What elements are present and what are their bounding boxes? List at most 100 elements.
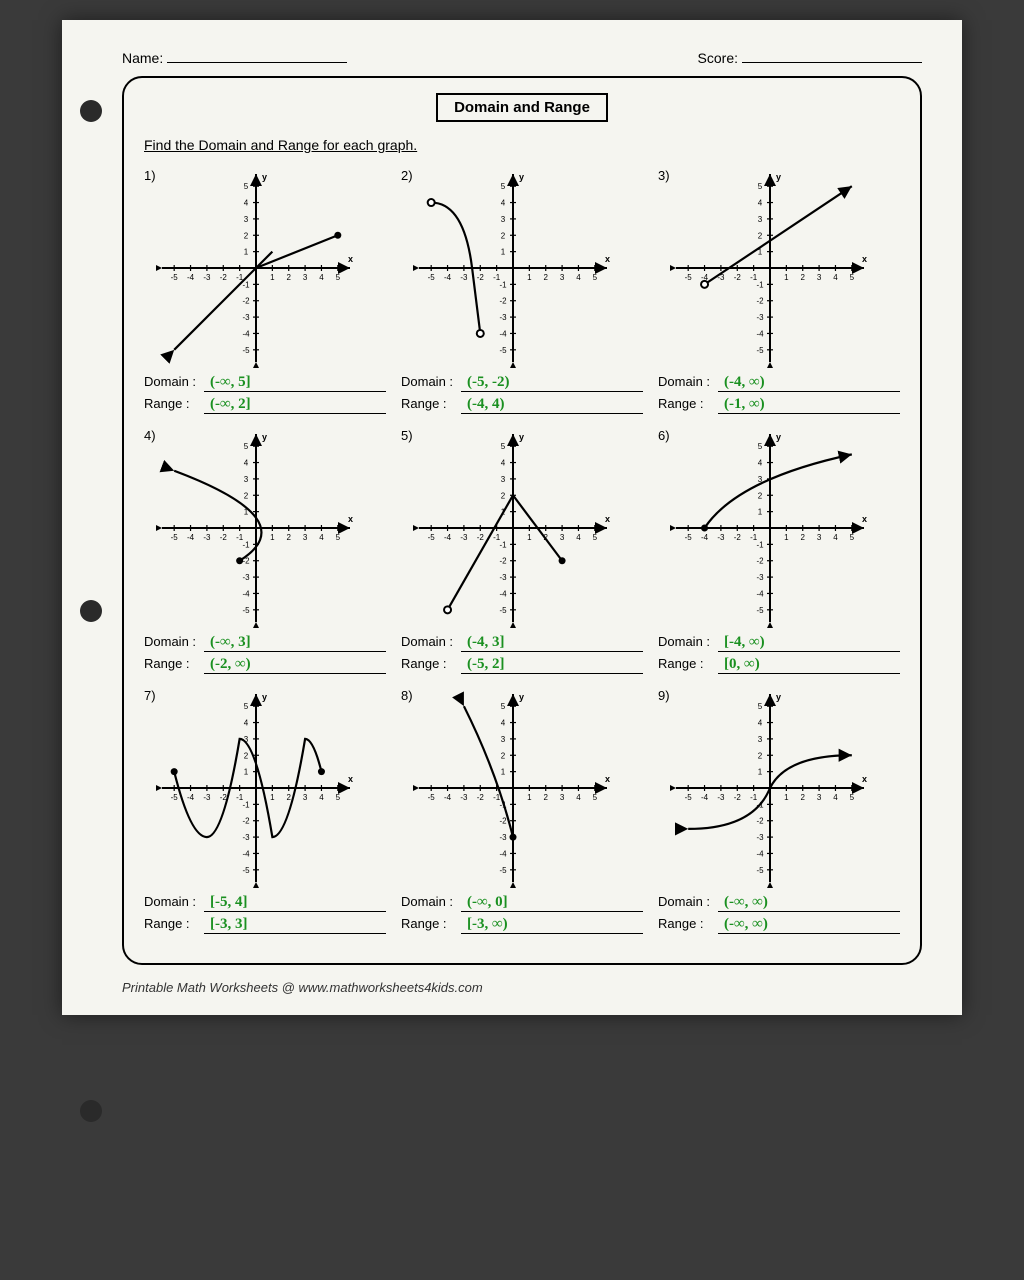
svg-text:-5: -5 bbox=[170, 533, 178, 542]
svg-text:3: 3 bbox=[243, 215, 248, 224]
range-label: Range : bbox=[401, 656, 461, 671]
domain-label: Domain : bbox=[401, 634, 461, 649]
svg-text:1: 1 bbox=[270, 793, 275, 802]
svg-text:3: 3 bbox=[500, 475, 505, 484]
svg-text:4: 4 bbox=[576, 273, 581, 282]
svg-text:5: 5 bbox=[243, 442, 248, 451]
svg-text:2: 2 bbox=[243, 751, 248, 760]
range-label: Range : bbox=[658, 916, 718, 931]
svg-text:1: 1 bbox=[243, 768, 248, 777]
range-label: Range : bbox=[144, 396, 204, 411]
svg-text:4: 4 bbox=[833, 533, 838, 542]
range-label: Range : bbox=[658, 396, 718, 411]
svg-text:-5: -5 bbox=[684, 273, 692, 282]
svg-text:5: 5 bbox=[849, 273, 854, 282]
svg-text:5: 5 bbox=[335, 793, 340, 802]
problem-number: 8) bbox=[401, 688, 413, 703]
svg-text:-4: -4 bbox=[187, 533, 195, 542]
problem-3: 3) -5-5-4-4-3-3-2-2-1-11122334455xy Doma… bbox=[658, 168, 900, 418]
main-box: Domain and Range Find the Domain and Ran… bbox=[122, 76, 922, 965]
domain-answer: [-5, 4] bbox=[204, 894, 386, 912]
svg-text:1: 1 bbox=[784, 273, 789, 282]
svg-text:-2: -2 bbox=[499, 817, 507, 826]
svg-text:5: 5 bbox=[757, 702, 762, 711]
svg-text:-3: -3 bbox=[756, 833, 764, 842]
svg-text:-1: -1 bbox=[756, 540, 764, 549]
svg-text:-1: -1 bbox=[756, 280, 764, 289]
svg-text:3: 3 bbox=[757, 735, 762, 744]
domain-label: Domain : bbox=[658, 894, 718, 909]
svg-text:5: 5 bbox=[335, 533, 340, 542]
svg-text:-2: -2 bbox=[242, 297, 250, 306]
svg-text:-4: -4 bbox=[242, 589, 250, 598]
domain-label: Domain : bbox=[658, 374, 718, 389]
problem-6: 6) -5-5-4-4-3-3-2-2-1-11122334455xy Doma… bbox=[658, 428, 900, 678]
svg-text:-5: -5 bbox=[684, 793, 692, 802]
svg-text:2: 2 bbox=[543, 273, 548, 282]
svg-text:-3: -3 bbox=[460, 793, 468, 802]
name-label: Name: bbox=[122, 50, 163, 66]
problem-8: 8) -5-5-4-4-3-3-2-2-1-11122334455xy Doma… bbox=[401, 688, 643, 938]
svg-text:-4: -4 bbox=[499, 329, 507, 338]
svg-text:x: x bbox=[862, 774, 867, 784]
coordinate-graph: -5-5-4-4-3-3-2-2-1-11122334455xy bbox=[670, 168, 870, 368]
svg-text:5: 5 bbox=[243, 182, 248, 191]
svg-text:-2: -2 bbox=[756, 557, 764, 566]
range-answer: (-1, ∞) bbox=[718, 396, 900, 414]
svg-text:3: 3 bbox=[816, 793, 821, 802]
domain-answer: (-4, 3] bbox=[461, 634, 643, 652]
svg-text:5: 5 bbox=[757, 182, 762, 191]
svg-text:y: y bbox=[262, 692, 267, 702]
svg-text:4: 4 bbox=[757, 199, 762, 208]
svg-text:-5: -5 bbox=[242, 346, 250, 355]
svg-text:y: y bbox=[519, 432, 524, 442]
svg-text:3: 3 bbox=[500, 735, 505, 744]
problem-5: 5) -5-5-4-4-3-3-2-2-1-11122334455xy Doma… bbox=[401, 428, 643, 678]
svg-text:-3: -3 bbox=[242, 573, 250, 582]
coordinate-graph: -5-5-4-4-3-3-2-2-1-11122334455xy bbox=[413, 688, 613, 888]
svg-text:-1: -1 bbox=[499, 540, 507, 549]
problem-number: 9) bbox=[658, 688, 670, 703]
problem-7: 7) -5-5-4-4-3-3-2-2-1-11122334455xy Doma… bbox=[144, 688, 386, 938]
range-answer: [-3, 3] bbox=[204, 916, 386, 934]
range-label: Range : bbox=[144, 916, 204, 931]
svg-text:1: 1 bbox=[527, 533, 532, 542]
svg-text:3: 3 bbox=[816, 273, 821, 282]
problem-number: 1) bbox=[144, 168, 156, 183]
coordinate-graph: -5-5-4-4-3-3-2-2-1-11122334455xy bbox=[413, 428, 613, 628]
svg-text:5: 5 bbox=[592, 273, 597, 282]
svg-text:-4: -4 bbox=[444, 533, 452, 542]
domain-answer: [-4, ∞) bbox=[718, 634, 900, 652]
svg-text:x: x bbox=[605, 254, 610, 264]
problem-number: 6) bbox=[658, 428, 670, 443]
domain-answer: (-∞, 0] bbox=[461, 894, 643, 912]
svg-text:-3: -3 bbox=[242, 313, 250, 322]
svg-text:5: 5 bbox=[500, 702, 505, 711]
svg-text:-2: -2 bbox=[219, 273, 227, 282]
svg-text:-2: -2 bbox=[499, 557, 507, 566]
svg-text:-3: -3 bbox=[203, 273, 211, 282]
punch-hole-icon bbox=[80, 1100, 102, 1122]
svg-text:-2: -2 bbox=[756, 817, 764, 826]
svg-text:-3: -3 bbox=[499, 313, 507, 322]
range-answer: [-3, ∞) bbox=[461, 916, 643, 934]
svg-text:1: 1 bbox=[757, 508, 762, 517]
svg-text:-2: -2 bbox=[476, 793, 484, 802]
svg-text:-5: -5 bbox=[170, 273, 178, 282]
svg-text:1: 1 bbox=[270, 533, 275, 542]
score-label: Score: bbox=[698, 50, 738, 66]
svg-text:x: x bbox=[605, 514, 610, 524]
domain-label: Domain : bbox=[144, 894, 204, 909]
instruction-text: Find the Domain and Range for each graph… bbox=[144, 137, 900, 153]
svg-text:4: 4 bbox=[243, 719, 248, 728]
page-title: Domain and Range bbox=[436, 93, 608, 122]
svg-text:4: 4 bbox=[576, 793, 581, 802]
svg-text:x: x bbox=[348, 774, 353, 784]
range-answer: (-4, 4) bbox=[461, 396, 643, 414]
svg-text:1: 1 bbox=[757, 768, 762, 777]
svg-text:y: y bbox=[262, 432, 267, 442]
svg-text:-4: -4 bbox=[444, 793, 452, 802]
problem-4: 4) -5-5-4-4-3-3-2-2-1-11122334455xy Doma… bbox=[144, 428, 386, 678]
svg-text:5: 5 bbox=[849, 793, 854, 802]
svg-text:y: y bbox=[776, 172, 781, 182]
